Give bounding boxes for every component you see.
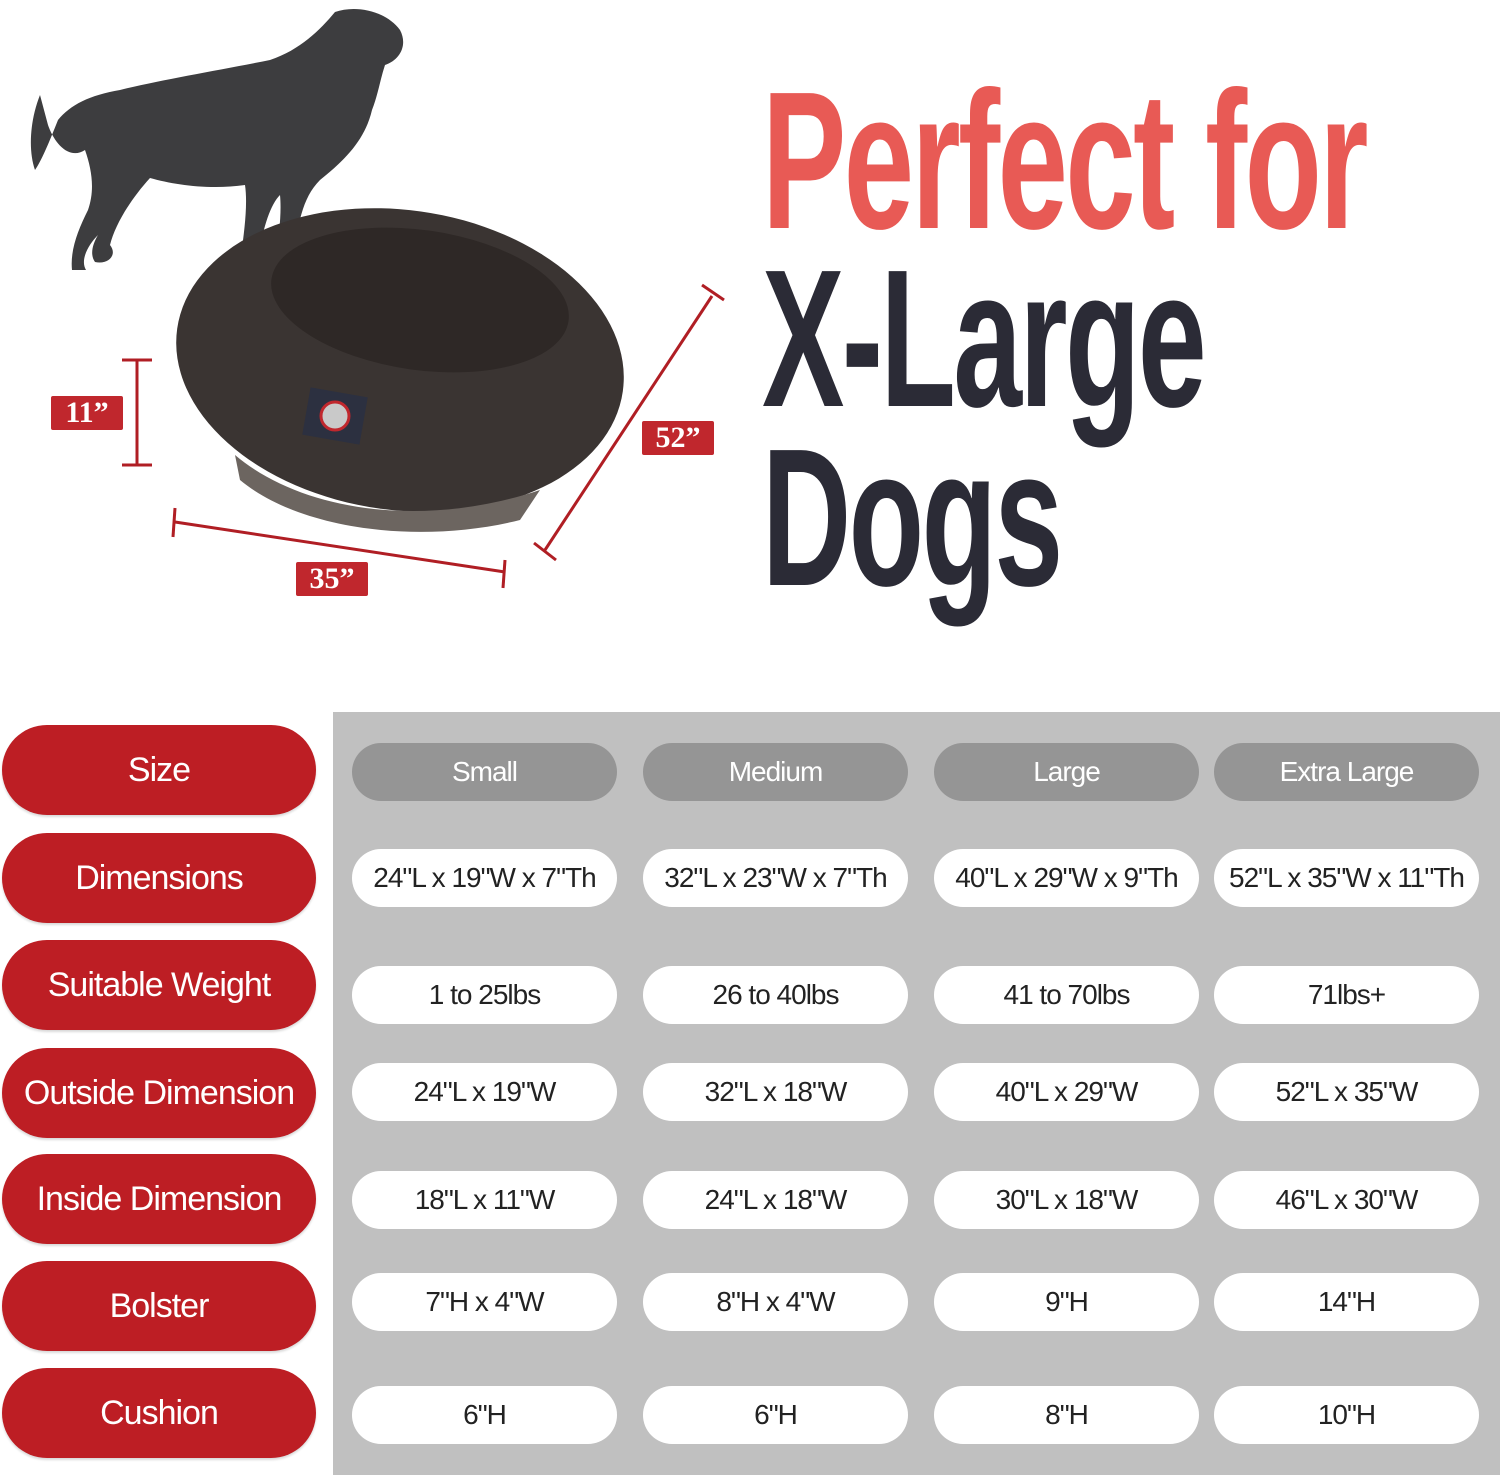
dog-silhouette-icon	[30, 9, 404, 270]
row-label: Bolster	[2, 1261, 316, 1351]
height-callout: 11”	[51, 396, 123, 430]
product-illustration	[30, 9, 725, 589]
column-header: Medium	[643, 743, 908, 801]
width-callout: 35”	[296, 562, 368, 596]
table-cell: 46"L x 30"W	[1214, 1171, 1479, 1229]
headline-line-2: X-Large	[762, 229, 1207, 448]
table-cell: 24"L x 19"W x 7"Th	[352, 849, 617, 907]
row-label: Size	[2, 725, 316, 815]
table-cell: 6"H	[352, 1386, 617, 1444]
table-cell: 14"H	[1214, 1273, 1479, 1331]
column-header: Large	[934, 743, 1199, 801]
table-cell: 41 to 70lbs	[934, 966, 1199, 1024]
table-cell: 24"L x 19"W	[352, 1063, 617, 1121]
length-callout: 52”	[642, 421, 714, 455]
row-label: Suitable Weight	[2, 940, 316, 1030]
table-cell: 6"H	[643, 1386, 908, 1444]
table-cell: 30"L x 18"W	[934, 1171, 1199, 1229]
measurement-lines	[122, 283, 725, 589]
table-cell: 26 to 40lbs	[643, 966, 908, 1024]
table-cell: 9"H	[934, 1273, 1199, 1331]
table-cell: 52"L x 35"W x 11"Th	[1214, 849, 1479, 907]
table-cell: 24"L x 18"W	[643, 1171, 908, 1229]
table-cell: 71lbs+	[1214, 966, 1479, 1024]
row-label: Dimensions	[2, 833, 316, 923]
row-label: Inside Dimension	[2, 1154, 316, 1244]
column-header: Small	[352, 743, 617, 801]
table-cell: 1 to 25lbs	[352, 966, 617, 1024]
row-label: Cushion	[2, 1368, 316, 1458]
table-cell: 8"H	[934, 1386, 1199, 1444]
table-cell: 40"L x 29"W	[934, 1063, 1199, 1121]
table-cell: 32"L x 18"W	[643, 1063, 908, 1121]
headline-line-1: Perfect for	[762, 51, 1368, 270]
table-cell: 18"L x 11"W	[352, 1171, 617, 1229]
table-cell: 32"L x 23"W x 7"Th	[643, 849, 908, 907]
column-header: Extra Large	[1214, 743, 1479, 801]
headline-line-3: Dogs	[762, 408, 1063, 627]
table-cell: 40"L x 29"W x 9"Th	[934, 849, 1199, 907]
table-cell: 8"H x 4"W	[643, 1273, 908, 1331]
table-cell: 7"H x 4"W	[352, 1273, 617, 1331]
row-label: Outside Dimension	[2, 1048, 316, 1138]
table-cell: 10"H	[1214, 1386, 1479, 1444]
table-cell: 52"L x 35"W	[1214, 1063, 1479, 1121]
